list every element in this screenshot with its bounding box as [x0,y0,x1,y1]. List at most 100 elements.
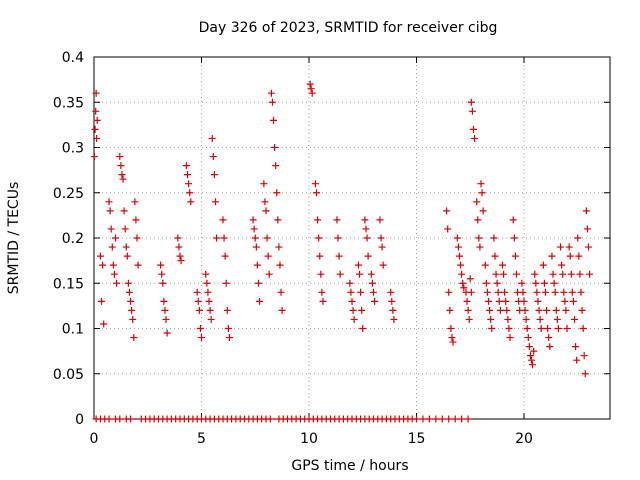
data-point [93,134,101,142]
data-point [537,325,545,332]
data-point [117,162,125,170]
data-point [518,279,526,287]
data-point [118,171,126,179]
data-point [486,306,494,314]
data-point [460,284,468,292]
data-point [221,252,229,260]
data-point [558,261,566,269]
data-point [254,279,262,287]
data-point [177,257,185,265]
data-point [359,325,367,332]
data-point [134,261,142,269]
data-point [476,243,484,251]
data-point [562,306,570,314]
data-point [503,306,511,314]
data-point [576,270,584,278]
data-point [552,306,560,314]
data-point [505,325,513,332]
data-point [275,243,283,251]
data-point [443,207,451,215]
x-tick-label: 10 [300,431,318,447]
data-point [544,325,552,332]
data-point [578,306,586,314]
data-point [388,297,396,305]
data-point [549,270,557,278]
data-point [264,252,272,260]
data-point [485,297,493,305]
data-point [579,325,587,332]
data-point [119,175,127,183]
data-point [565,243,573,251]
data-point [361,216,369,224]
data-point [224,325,232,332]
data-point [204,288,212,296]
data-point [348,297,356,305]
data-point [546,343,554,351]
data-point [553,315,561,323]
data-point [529,361,537,369]
x-tick-label: 5 [197,431,206,447]
data-point [334,234,342,242]
data-point [208,134,216,142]
data-point [157,261,165,269]
data-point [205,297,213,305]
data-point [109,261,117,269]
data-point [458,270,466,278]
data-point [129,315,137,323]
data-point [130,334,138,342]
data-point [277,288,285,296]
chart-title: Day 326 of 2023, SRMTID for receiver cib… [199,20,498,36]
y-tick-label: 0.05 [53,367,84,383]
data-point [573,356,581,364]
data-point [467,98,475,106]
data-point [346,279,354,287]
data-point [203,279,211,287]
data-point [93,116,101,124]
data-point [479,207,487,215]
data-point [182,162,190,170]
data-point [495,297,503,305]
data-point [176,252,184,260]
data-point [487,315,495,323]
data-point [315,234,323,242]
data-point [127,415,135,423]
data-point [419,415,427,423]
data-point [454,243,462,251]
data-point [474,216,482,224]
data-point [379,261,387,269]
y-tick-label: 0.4 [62,50,84,66]
x-tick-label: 0 [90,431,99,447]
data-point [127,297,135,305]
data-point [186,189,194,197]
data-point [362,225,370,233]
data-point [466,275,474,283]
data-point [92,107,100,115]
y-tick-label: 0.35 [53,95,84,111]
data-point [488,325,496,332]
data-point [475,234,483,242]
data-point [210,171,218,179]
data-point [122,243,130,251]
data-point [308,89,316,97]
data-point [574,234,582,242]
data-point [207,315,215,323]
data-point [209,153,217,161]
data-point [567,270,575,278]
data-point [249,216,257,224]
data-point [492,270,500,278]
data-point [349,306,357,314]
data-point [219,216,227,224]
data-point [278,306,286,314]
data-point [333,216,341,224]
data-point [108,243,116,251]
data-point [468,107,476,115]
data-point [370,288,377,296]
data-point [533,288,541,296]
data-point [271,144,279,151]
data-point [459,279,467,287]
data-point [378,243,386,251]
data-point [358,306,366,314]
x-tick-label: 20 [515,431,533,447]
data-point [363,234,371,242]
data-point [447,325,455,332]
